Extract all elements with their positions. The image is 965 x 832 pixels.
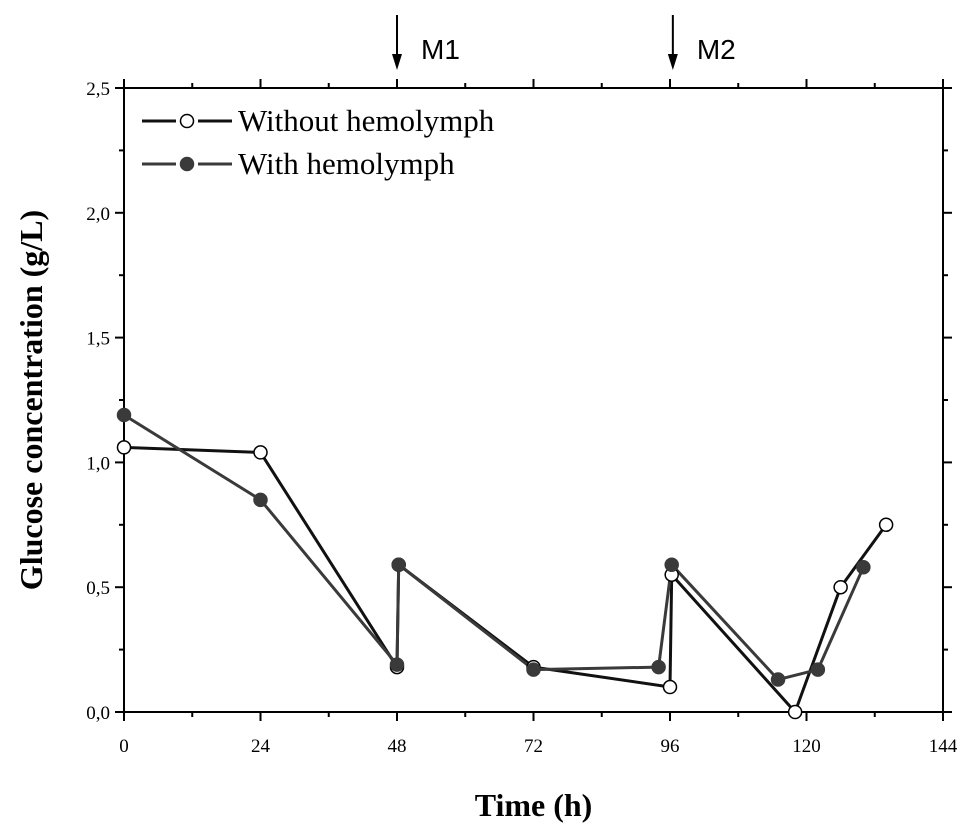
legend: Without hemolymph With hemolymph <box>142 103 495 181</box>
y-tick-label: 0,5 <box>86 578 110 599</box>
y-tick-label: 2,5 <box>86 79 110 100</box>
x-tick-label: 0 <box>119 736 129 757</box>
y-tick-label: 2,0 <box>86 204 110 225</box>
data-point-filled <box>664 557 679 572</box>
x-axis-title: Time (h) <box>475 787 593 823</box>
data-point-open <box>662 679 678 695</box>
legend-label: With hemolymph <box>238 146 455 181</box>
x-tick-label: 72 <box>524 736 543 757</box>
data-point-filled <box>810 662 826 677</box>
y-tick-label: 0,0 <box>86 703 110 724</box>
series-points <box>116 407 894 720</box>
data-point-filled <box>116 407 132 423</box>
data-point-filled <box>770 672 786 687</box>
data-point-open <box>878 517 894 533</box>
x-tick-label: 144 <box>929 736 958 757</box>
data-point-filled <box>856 559 871 575</box>
legend-label: Without hemolymph <box>238 103 495 138</box>
y-axis-title: Glucose concentration (g/L) <box>13 210 49 590</box>
data-point-filled <box>253 492 268 508</box>
annotation-label: M1 <box>421 34 460 65</box>
series-lines <box>123 413 888 714</box>
legend-marker-open <box>179 113 195 129</box>
data-point-filled <box>389 657 405 672</box>
annotation-label: M2 <box>697 34 736 65</box>
data-point-open <box>833 579 848 595</box>
axis-ticks: 0 24 48 72 96 120 144 0,0 0,5 1,0 1,5 2,0 2,5 <box>86 79 958 757</box>
y-tick-label: 1,5 <box>86 329 110 350</box>
annotations: M1 M2 <box>392 15 736 70</box>
x-tick-label: 120 <box>792 736 821 757</box>
legend-marker-filled <box>179 156 195 172</box>
annotation-arrow-head <box>667 54 678 70</box>
axes-frame <box>123 87 944 713</box>
data-point-open <box>253 445 268 460</box>
data-point-filled <box>526 662 541 677</box>
series-line-2 <box>123 413 865 682</box>
data-point-filled <box>391 557 406 572</box>
data-point-open <box>787 704 803 720</box>
x-tick-label: 24 <box>251 736 271 757</box>
data-point-open <box>116 440 132 455</box>
x-tick-label: 96 <box>661 736 680 757</box>
data-point-filled <box>651 659 666 675</box>
y-tick-label: 1,0 <box>86 453 110 474</box>
annotation-arrow-head <box>392 54 402 70</box>
plot-frame <box>123 87 944 713</box>
series-line-1 <box>123 445 888 714</box>
x-tick-label: 48 <box>388 736 407 757</box>
